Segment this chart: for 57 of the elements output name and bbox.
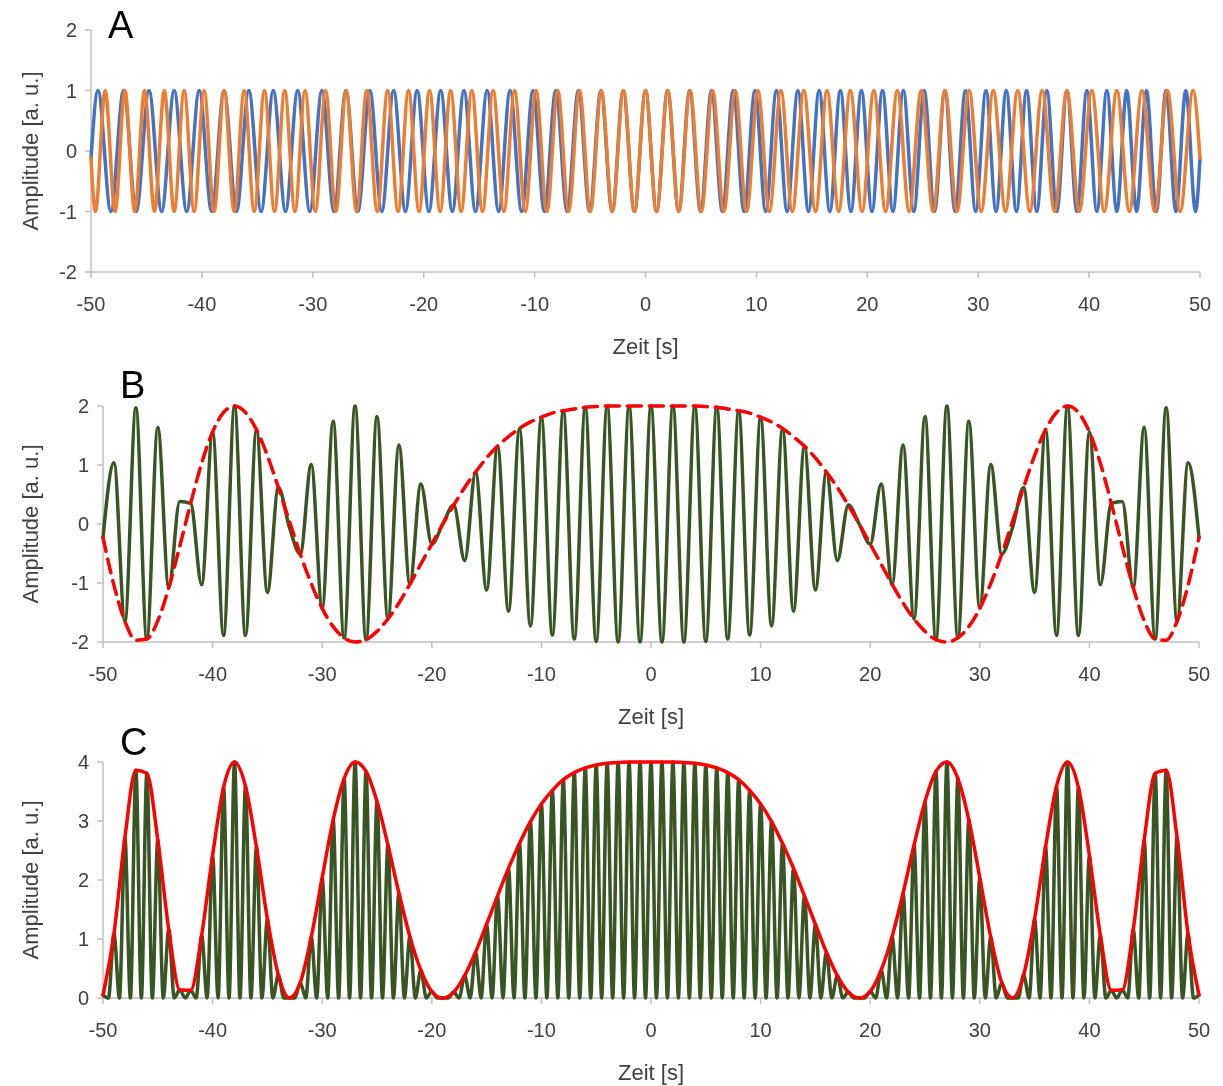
x-tick-label: 30 bbox=[968, 663, 991, 685]
x-axis-title: Zeit [s] bbox=[617, 1060, 685, 1085]
x-tick-label: -50 bbox=[88, 1019, 118, 1041]
y-tick-label: 0 bbox=[65, 140, 77, 162]
x-tick-label: 50 bbox=[1187, 1019, 1211, 1041]
x-tick-label: 40 bbox=[1077, 293, 1101, 315]
chart-title: B bbox=[120, 364, 146, 406]
x-tick-label: -40 bbox=[187, 293, 217, 315]
chart-title: C bbox=[120, 721, 148, 763]
y-tick-label: 3 bbox=[77, 810, 89, 832]
x-tick-label: 30 bbox=[968, 1019, 991, 1041]
y-tick-label: 1 bbox=[65, 79, 77, 102]
x-tick-label: -10 bbox=[526, 663, 556, 685]
x-tick-label: 40 bbox=[1078, 663, 1101, 685]
y-tick-label: 0 bbox=[77, 987, 89, 1009]
x-tick-label: 0 bbox=[645, 663, 657, 685]
x-tick-label: -20 bbox=[417, 1019, 447, 1041]
y-axis-title: Amplitude [a. u.] bbox=[18, 444, 43, 604]
x-tick-label: -50 bbox=[76, 293, 106, 315]
x-axis-title: Zeit [s] bbox=[612, 334, 679, 359]
x-tick-label: 20 bbox=[856, 293, 879, 315]
x-tick-label: -30 bbox=[307, 663, 337, 685]
x-tick-label: -20 bbox=[409, 293, 439, 315]
y-tick-label: -1 bbox=[71, 572, 89, 594]
chart-title: A bbox=[108, 4, 134, 46]
y-tick-label: 1 bbox=[77, 928, 89, 950]
x-tick-label: 10 bbox=[749, 663, 772, 685]
y-tick-label: -2 bbox=[59, 261, 77, 283]
x-tick-label: -40 bbox=[198, 663, 228, 685]
y-tick-label: 2 bbox=[77, 869, 89, 891]
y-axis-title: Amplitude [a. u.] bbox=[18, 800, 43, 960]
x-tick-label: 40 bbox=[1078, 1019, 1101, 1041]
x-tick-label: 50 bbox=[1187, 663, 1211, 685]
x-tick-label: 20 bbox=[859, 663, 882, 685]
x-tick-label: 50 bbox=[1188, 293, 1212, 315]
y-tick-label: 1 bbox=[77, 454, 89, 476]
x-tick-label: 0 bbox=[639, 293, 652, 315]
y-tick-label: 2 bbox=[77, 395, 89, 417]
x-tick-label: -50 bbox=[88, 663, 118, 685]
x-tick-label: 10 bbox=[749, 1019, 772, 1041]
x-tick-label: 30 bbox=[967, 293, 990, 315]
y-tick-label: 0 bbox=[77, 513, 89, 535]
x-tick-label: -10 bbox=[520, 293, 550, 315]
x-tick-label: -20 bbox=[417, 663, 447, 685]
x-tick-label: -40 bbox=[198, 1019, 228, 1041]
y-tick-label: 2 bbox=[65, 19, 77, 41]
x-tick-label: -30 bbox=[307, 1019, 337, 1041]
x-tick-label: 20 bbox=[859, 1019, 882, 1041]
x-axis-title: Zeit [s] bbox=[617, 704, 685, 729]
x-tick-label: 0 bbox=[645, 1019, 657, 1041]
x-tick-label: -30 bbox=[298, 293, 328, 315]
x-tick-label: 10 bbox=[745, 293, 768, 315]
y-tick-label: 4 bbox=[77, 751, 89, 773]
y-tick-label: -2 bbox=[71, 631, 89, 653]
y-axis-title: Amplitude [a. u.] bbox=[18, 71, 43, 231]
y-tick-label: -1 bbox=[59, 200, 77, 223]
x-tick-label: -10 bbox=[526, 1019, 556, 1041]
